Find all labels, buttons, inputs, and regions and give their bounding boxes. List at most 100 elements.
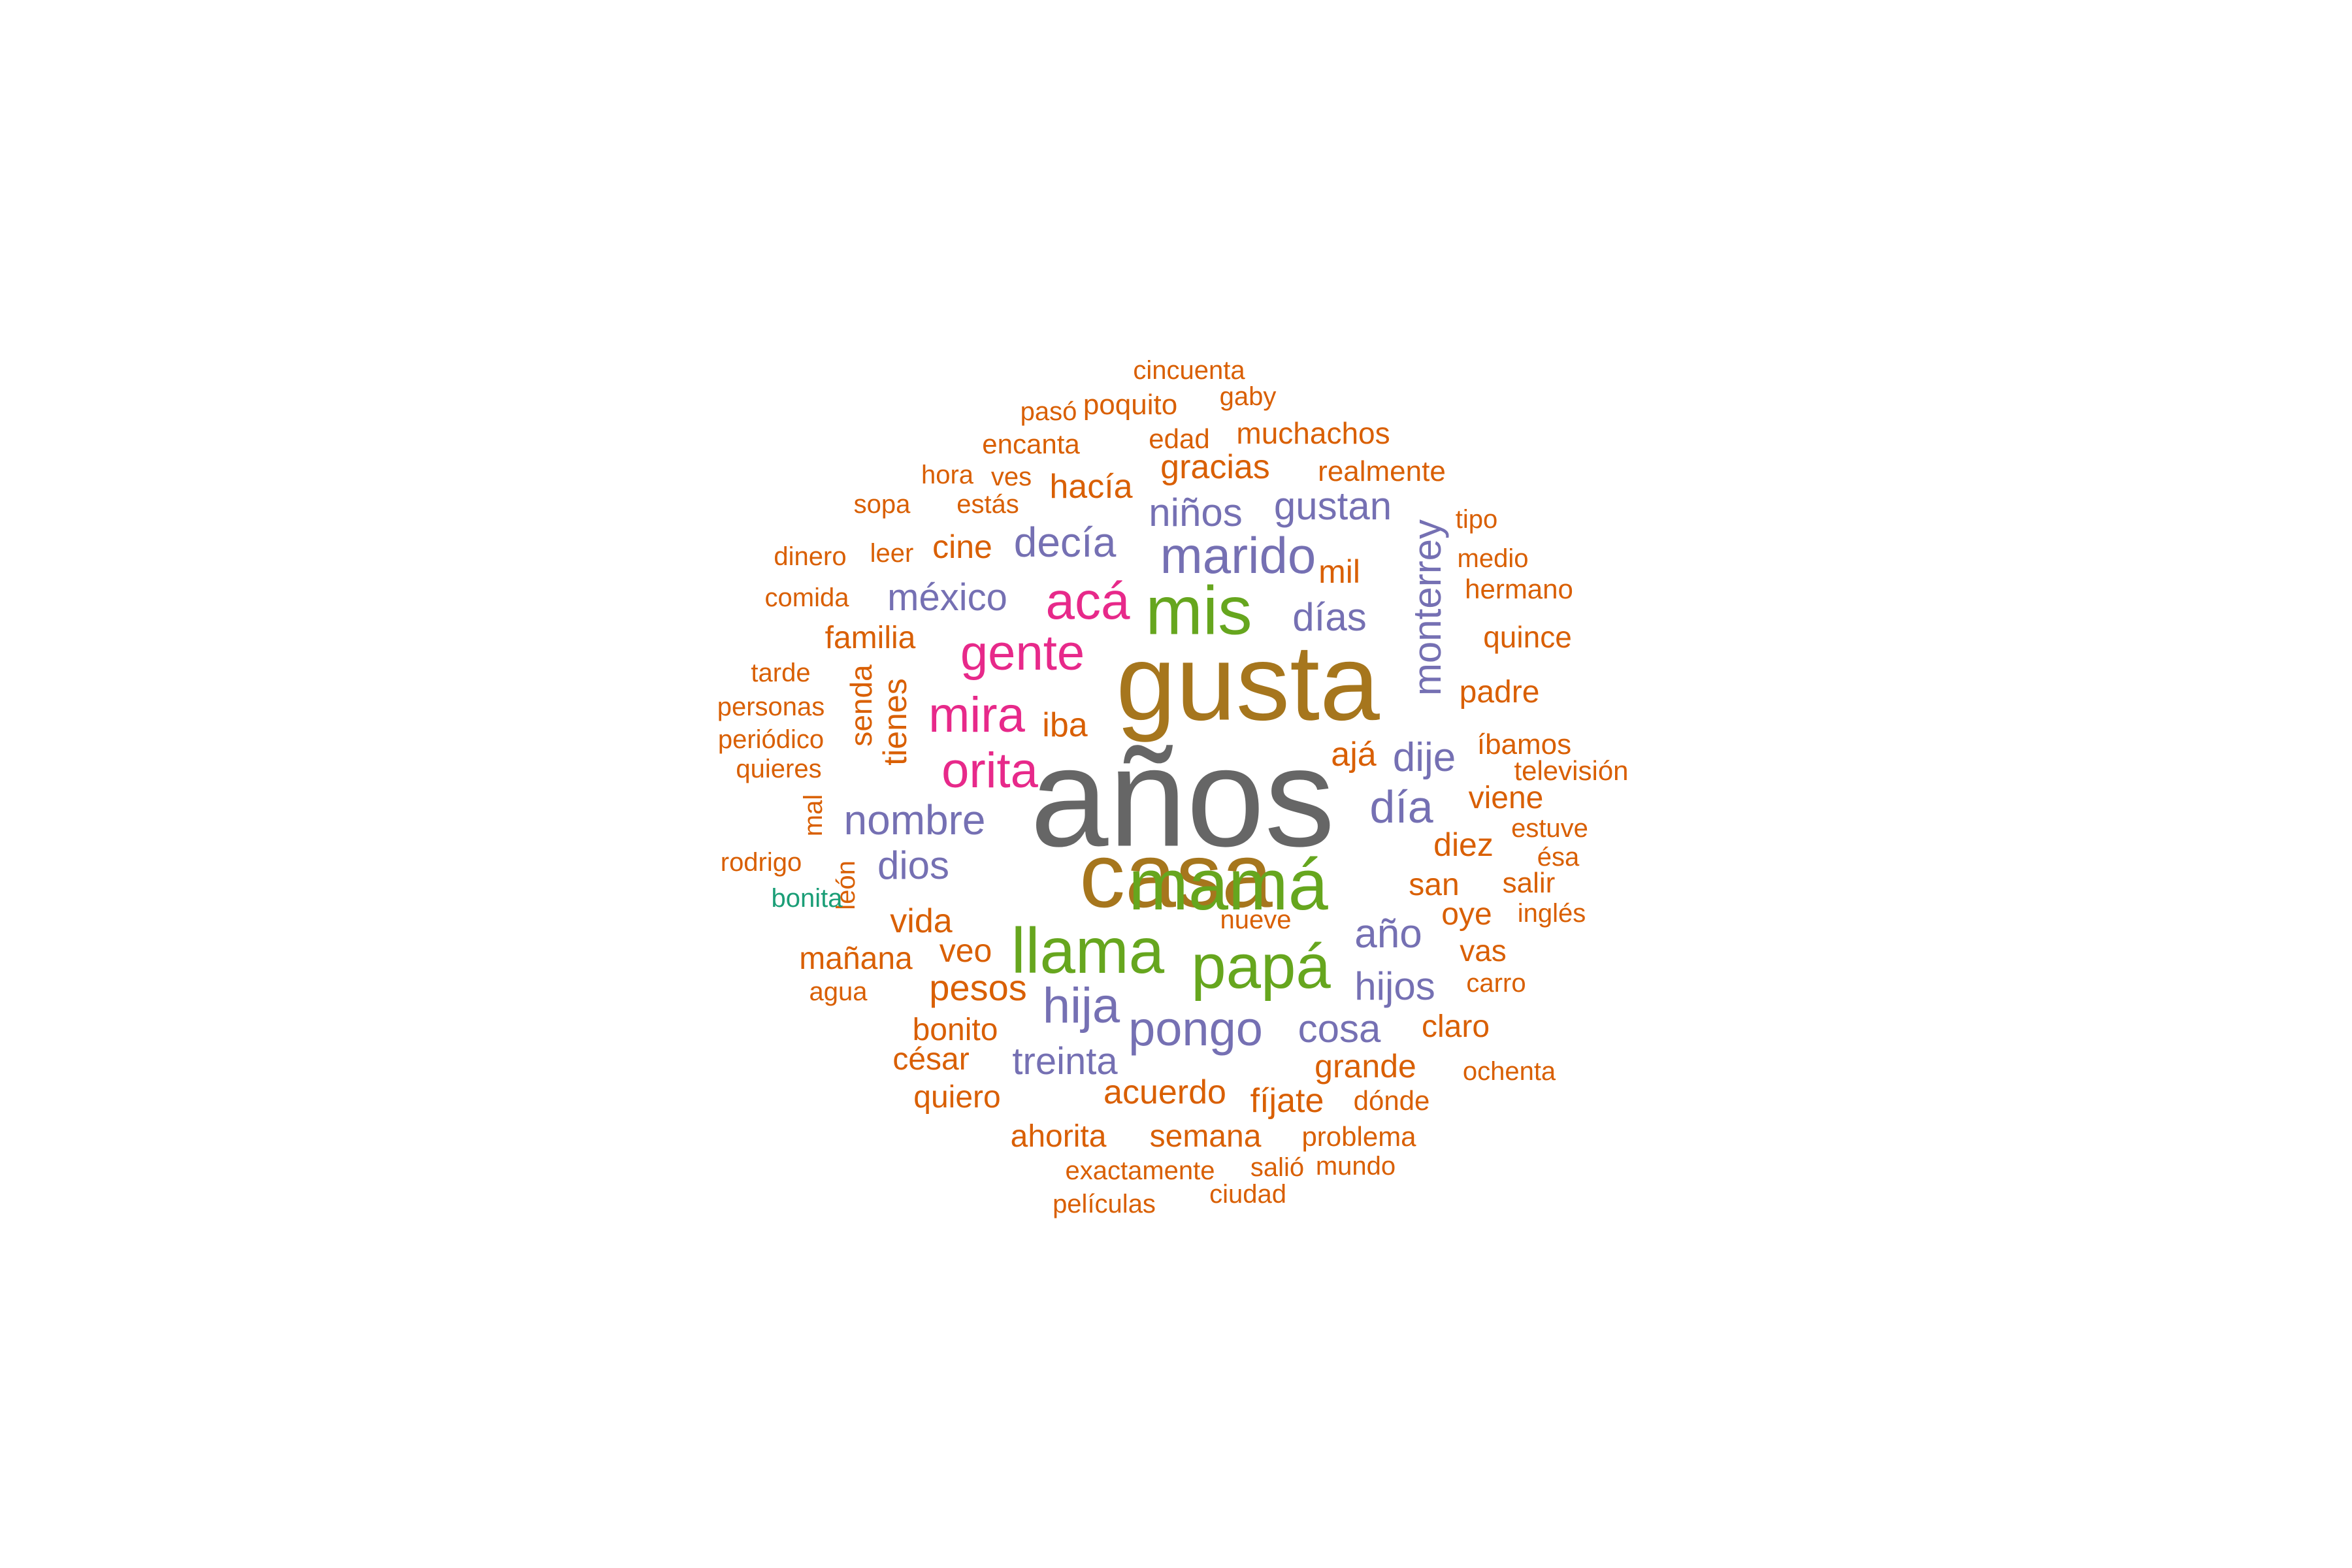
word-91: dónde (1353, 1085, 1430, 1116)
word-43: dinero (774, 542, 847, 571)
word-84: claro (1421, 1009, 1490, 1044)
word-13: pongo (1128, 1002, 1263, 1056)
word-36: ves (990, 463, 1032, 491)
word-88: quiero (913, 1080, 1001, 1115)
word-59: ajá (1331, 736, 1377, 774)
word-64: viene (1468, 781, 1544, 815)
word-72: bonita (771, 884, 843, 913)
word-34: muchachos (1236, 416, 1390, 450)
word-51: quince (1483, 620, 1572, 654)
word-90: fíjate (1250, 1082, 1324, 1120)
word-29: pasó (1020, 397, 1077, 426)
word-33: edad (1149, 423, 1210, 454)
word-66: diez (1433, 826, 1494, 863)
word-98: películas (1053, 1190, 1156, 1218)
word-45: cine (932, 529, 992, 565)
word-21: día (1369, 781, 1433, 832)
word-74: nueve (1220, 906, 1292, 934)
word-80: agua (809, 977, 868, 1006)
word-77: mañana (799, 941, 913, 976)
word-20: días (1292, 595, 1367, 639)
word-6: mis (1145, 572, 1252, 649)
word-65: estuve (1511, 814, 1588, 843)
word-50: familia (825, 621, 916, 655)
word-14: nombre (843, 796, 986, 843)
word-89: acuerdo (1103, 1073, 1226, 1111)
word-16: niños (1149, 491, 1243, 534)
word-83: bonito (912, 1013, 998, 1047)
word-2: casa (1079, 824, 1273, 926)
word-42: tipo (1455, 505, 1498, 534)
word-5: papá (1191, 932, 1331, 1002)
word-31: gaby (1219, 382, 1277, 411)
word-32: encanta (982, 429, 1080, 459)
word-86: grande (1315, 1048, 1416, 1085)
word-97: mundo (1315, 1152, 1396, 1181)
word-81: pesos (929, 967, 1027, 1008)
word-18: monterrey (1405, 519, 1449, 696)
word-15: decía (1013, 519, 1117, 566)
word-40: estás (956, 490, 1019, 519)
word-94: problema (1301, 1121, 1416, 1152)
word-27: treinta (1012, 1040, 1118, 1083)
word-8: gente (960, 625, 1085, 681)
word-4: llama (1011, 915, 1165, 987)
word-39: sopa (853, 490, 911, 519)
word-44: leer (870, 539, 914, 568)
word-24: año (1354, 911, 1422, 956)
word-85: césar (892, 1042, 970, 1077)
word-28: cincuenta (1133, 356, 1245, 385)
word-25: hijos (1354, 964, 1435, 1008)
word-56: personas (717, 693, 825, 721)
word-47: mil (1318, 553, 1360, 590)
word-71: salir (1502, 867, 1556, 899)
word-35: hora (921, 461, 974, 489)
word-10: orita (941, 743, 1038, 798)
word-26: cosa (1298, 1007, 1381, 1051)
word-78: veo (939, 932, 992, 969)
word-48: hermano (1465, 574, 1573, 604)
word-76: inglés (1517, 899, 1586, 928)
word-3: mamá (1128, 845, 1328, 925)
word-0: años (1030, 718, 1335, 876)
word-87: ochenta (1462, 1057, 1556, 1086)
word-52: tarde (751, 659, 811, 687)
word-30: poquito (1083, 389, 1178, 421)
word-60: íbamos (1477, 728, 1572, 760)
word-23: dios (877, 843, 950, 887)
word-49: comida (764, 583, 849, 612)
word-7: acá (1045, 572, 1130, 630)
word-73: vida (890, 902, 953, 940)
word-96: salió (1250, 1153, 1305, 1182)
word-11: marido (1160, 527, 1316, 584)
word-63: mal (799, 794, 828, 837)
word-57: iba (1042, 706, 1088, 744)
word-79: vas (1460, 934, 1507, 968)
word-58: periódico (717, 725, 825, 754)
word-54: tienes (877, 678, 913, 766)
word-19: méxico (887, 576, 1007, 619)
word-67: ésa (1537, 843, 1580, 872)
word-61: quieres (736, 755, 822, 783)
word-53: senda (844, 664, 878, 747)
word-38: realmente (1318, 455, 1446, 487)
word-92: ahorita (1010, 1119, 1107, 1154)
word-9: mira (928, 687, 1025, 743)
word-68: rodrigo (720, 848, 802, 877)
word-22: dije (1392, 735, 1456, 780)
word-55: padre (1459, 675, 1540, 710)
word-1: gusta (1116, 622, 1380, 743)
word-93: semana (1149, 1119, 1262, 1154)
word-62: televisión (1514, 755, 1629, 786)
word-37: gracias (1160, 448, 1270, 486)
word-12: hija (1042, 978, 1120, 1034)
word-82: carro (1466, 969, 1526, 998)
word-70: san (1409, 868, 1460, 902)
word-17: gustan (1273, 484, 1392, 528)
word-95: exactamente (1065, 1156, 1215, 1185)
word-46: medio (1457, 544, 1529, 573)
word-75: oye (1441, 897, 1492, 932)
word-99: ciudad (1209, 1180, 1286, 1209)
word-41: hacía (1049, 468, 1133, 506)
